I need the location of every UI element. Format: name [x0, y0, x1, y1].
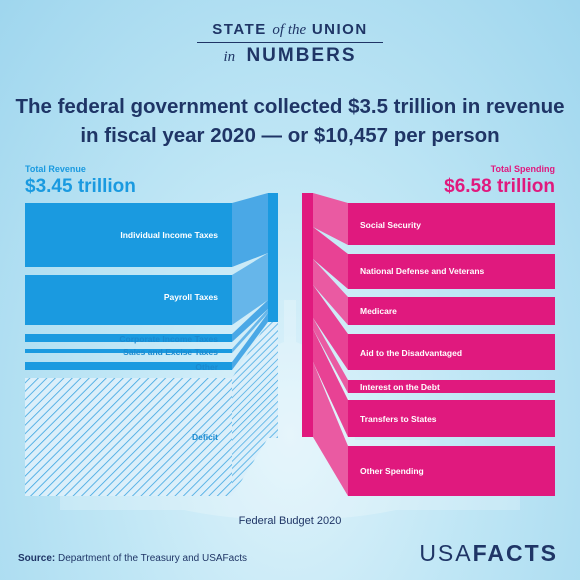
header-word-numbers: NUMBERS: [246, 45, 357, 66]
spending-bar-other: [348, 446, 555, 496]
spending-label-aid: Aid to the Disadvantaged: [360, 348, 463, 358]
revenue-label-payroll: Payroll Taxes: [163, 292, 218, 302]
revenue-value: $3.45 trillion: [25, 176, 136, 197]
header-rule: [197, 42, 383, 43]
revenue-bar-corporate: [25, 334, 232, 342]
logo-part-facts: FACTS: [472, 540, 558, 566]
revenue-connectors: [232, 193, 268, 496]
revenue-label-sales: Sales and Excise Taxes: [123, 347, 218, 357]
spending-label-social-security: Social Security: [360, 220, 421, 230]
spending-value: $6.58 trillion: [444, 176, 555, 197]
header-word-in: in: [223, 49, 236, 65]
revenue-bar-deficit: [25, 378, 232, 496]
revenue-bar-individual: [25, 203, 232, 267]
spending-label-interest: Interest on the Debt: [360, 382, 440, 392]
source-text: Department of the Treasury and USAFacts: [58, 553, 247, 564]
revenue-label-individual: Individual Income Taxes: [120, 230, 218, 240]
source-label: Source:: [18, 553, 56, 564]
usafacts-logo: USAFACTS: [419, 540, 558, 567]
spending-label-defense: National Defense and Veterans: [360, 266, 485, 276]
header-line2: in NUMBERS: [0, 45, 580, 67]
revenue-bar-sales: [25, 349, 232, 353]
spending-label-medicare: Medicare: [360, 306, 397, 316]
revenue-label: Total Revenue: [25, 164, 86, 174]
spending-label-other: Other Spending: [360, 466, 424, 476]
revenue-label-deficit: Deficit: [192, 432, 218, 442]
spending-bar-aid: [348, 334, 555, 370]
logo-part-usa: USA: [419, 540, 473, 566]
revenue-bar-other: [25, 362, 232, 370]
revenue-label-corporate: Corporate Income Taxes: [119, 334, 218, 344]
revenue-bar-payroll: [25, 275, 232, 325]
revenue-total-bar: [268, 193, 278, 322]
header-word-state: STATE: [212, 21, 267, 38]
revenue-label-other: Other: [195, 362, 218, 372]
headline: The federal government collected $3.5 tr…: [15, 95, 565, 147]
spending-bar-transfers: [348, 400, 555, 437]
source-note: Source: Department of the Treasury and U…: [18, 553, 247, 564]
spending-label: Total Spending: [490, 164, 555, 174]
header-word-union: UNION: [311, 21, 368, 38]
spending-total-bar: [302, 193, 313, 437]
revenue-deficit-total-bar: [268, 322, 278, 438]
spending-label-transfers: Transfers to States: [360, 414, 437, 424]
header-word-of-the: of the: [272, 22, 307, 38]
spending-bar-medicare: [348, 297, 555, 325]
spending-bar-defense: [348, 254, 555, 289]
header-line1: STATE of the UNION: [0, 21, 580, 39]
spending-bar-interest: [348, 380, 555, 393]
spending-bar-social-security: [348, 203, 555, 245]
caption: Federal Budget 2020: [238, 515, 342, 527]
spending-connectors: [313, 193, 348, 496]
